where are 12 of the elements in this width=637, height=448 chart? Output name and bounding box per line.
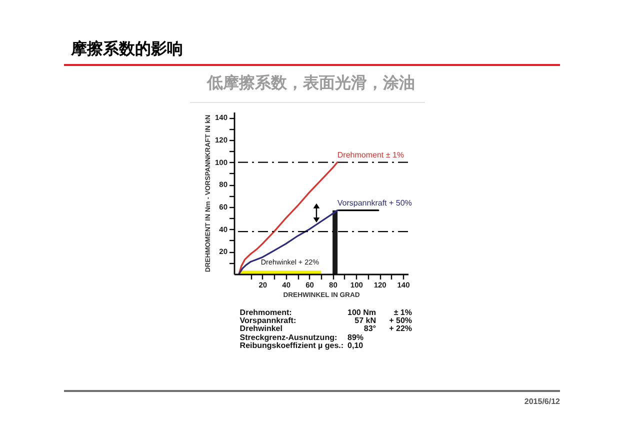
chart-subtitle: 低摩擦系数，表面光滑，涂油 — [206, 75, 416, 93]
chart-title: 摩擦系数的影响 — [71, 41, 183, 59]
text: Drehwinkel 83° + 22% — [240, 324, 412, 334]
text: 2015/6/12 — [524, 397, 560, 407]
line-series — [238, 161, 338, 275]
series-label: Drehmoment ± 1% — [337, 150, 404, 160]
series-label: Vorspannkraft + 50% — [337, 198, 412, 208]
text: Drehmoment: 100 Nm ± 1% — [240, 308, 412, 317]
text: Vorspannkraft: 57 kN + 50% — [240, 316, 412, 326]
text: Reibungskoeffizient µ ges.: 0,10 — [240, 340, 364, 350]
text: Streckgrenz-Ausnutzung: 89% — [240, 332, 364, 342]
line-series — [238, 210, 338, 275]
